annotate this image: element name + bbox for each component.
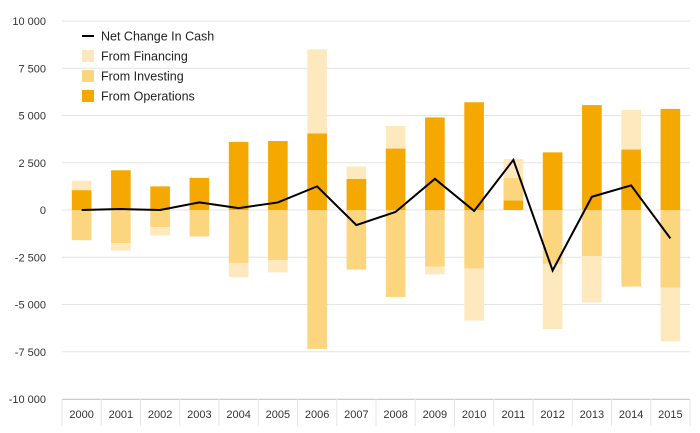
bar-from-operations (111, 170, 131, 210)
bar-from-investing (385, 210, 406, 297)
y-tick-label: -2 500 (15, 252, 46, 264)
bar-from-operations (71, 190, 92, 210)
bar-from-investing (660, 210, 681, 288)
net-change-line (81, 157, 672, 273)
bar-from-investing (189, 210, 210, 237)
bar-from-investing (228, 210, 249, 263)
x-tick-label: 2013 (580, 409, 604, 421)
bar-from-financing (385, 125, 406, 149)
x-tick-label: 2014 (619, 409, 643, 421)
bar-from-operations (660, 108, 681, 210)
x-tick-label: 2005 (266, 409, 290, 421)
legend: Net Change In Cash From Financing From Inv… (82, 30, 214, 104)
x-tick-label: 2012 (540, 409, 564, 421)
legend-swatch-from-financing (82, 50, 94, 62)
bar-from-operations (150, 186, 170, 210)
bar-from-investing (307, 210, 327, 349)
bar-from-investing (464, 210, 484, 269)
bar-from-operations (425, 117, 445, 210)
bar-from-investing (111, 210, 131, 244)
bar-from-financing (582, 256, 602, 303)
x-tick-label: 2006 (305, 409, 329, 421)
bar-from-investing (150, 210, 170, 228)
y-tick-label: 7 500 (18, 63, 46, 75)
bar-from-financing (660, 287, 681, 342)
x-tick-label: 2002 (148, 409, 172, 421)
bar-from-financing (228, 262, 249, 278)
bar-from-operations (385, 148, 406, 210)
x-tick-label: 2004 (226, 409, 250, 421)
y-tick-label: -7 500 (15, 347, 46, 359)
x-tick-label: 2001 (109, 409, 133, 421)
bar-from-investing (503, 177, 524, 201)
bar-from-operations (268, 141, 288, 210)
legend-label: From Financing (101, 50, 188, 64)
bar-from-operations (621, 149, 641, 210)
bar-from-investing (268, 210, 288, 261)
bar-from-financing (464, 268, 484, 321)
x-tick-label: 2010 (462, 409, 486, 421)
x-tick-label: 2008 (383, 409, 407, 421)
legend-swatch-from-investing (82, 70, 94, 82)
bar-from-financing (346, 166, 367, 179)
bar-from-operations (189, 177, 210, 210)
bar-from-operations (228, 141, 249, 210)
legend-swatch-from-operations (82, 90, 94, 102)
bar-from-financing (542, 263, 563, 330)
legend-label: From Investing (101, 70, 184, 84)
bar-from-financing (111, 243, 131, 251)
x-tick-label: 2015 (658, 409, 682, 421)
x-tick-label: 2000 (69, 409, 93, 421)
x-tick-label: 2007 (344, 409, 368, 421)
bar-from-investing (621, 210, 641, 287)
bar-from-operations (307, 133, 327, 210)
bar-from-operations (503, 200, 524, 210)
bar-from-operations (542, 152, 563, 210)
y-axis-ticks: -10 000 -7 500 -5 000 -2 500 0 2 500 5 000 7 50… (9, 16, 46, 406)
bar-from-operations (346, 178, 367, 210)
bar-from-investing (346, 210, 367, 270)
bar-from-financing (71, 180, 92, 191)
bar-from-financing (150, 227, 170, 236)
y-tick-label: 2 500 (18, 158, 46, 170)
y-tick-label: 0 (40, 205, 46, 217)
bar-from-investing (71, 210, 92, 241)
x-tick-label: 2011 (502, 409, 526, 421)
bar-from-financing (425, 266, 445, 275)
bar-from-operations (464, 102, 484, 210)
legend-label: From Operations (101, 90, 195, 104)
bars (71, 49, 681, 349)
y-tick-label: -10 000 (9, 394, 46, 406)
y-tick-label: 10 000 (12, 16, 46, 28)
legend-label: Net Change In Cash (101, 30, 214, 44)
bar-from-operations (582, 105, 602, 210)
bar-from-financing (621, 109, 641, 150)
x-axis: 2000 2001 2002 2003 2004 2005 2006 2007 2008 2009… (61, 399, 691, 426)
bar-from-investing (425, 210, 445, 267)
y-tick-label: 5 000 (18, 111, 46, 123)
bar-from-investing (582, 210, 602, 257)
x-tick-label: 2003 (187, 409, 211, 421)
net-change-line-group (81, 157, 672, 273)
y-tick-label: -5 000 (15, 300, 46, 312)
x-tick-label: 2009 (423, 409, 447, 421)
bar-from-financing (268, 260, 288, 273)
bar-from-investing (542, 210, 563, 264)
bar-from-financing (307, 49, 327, 134)
